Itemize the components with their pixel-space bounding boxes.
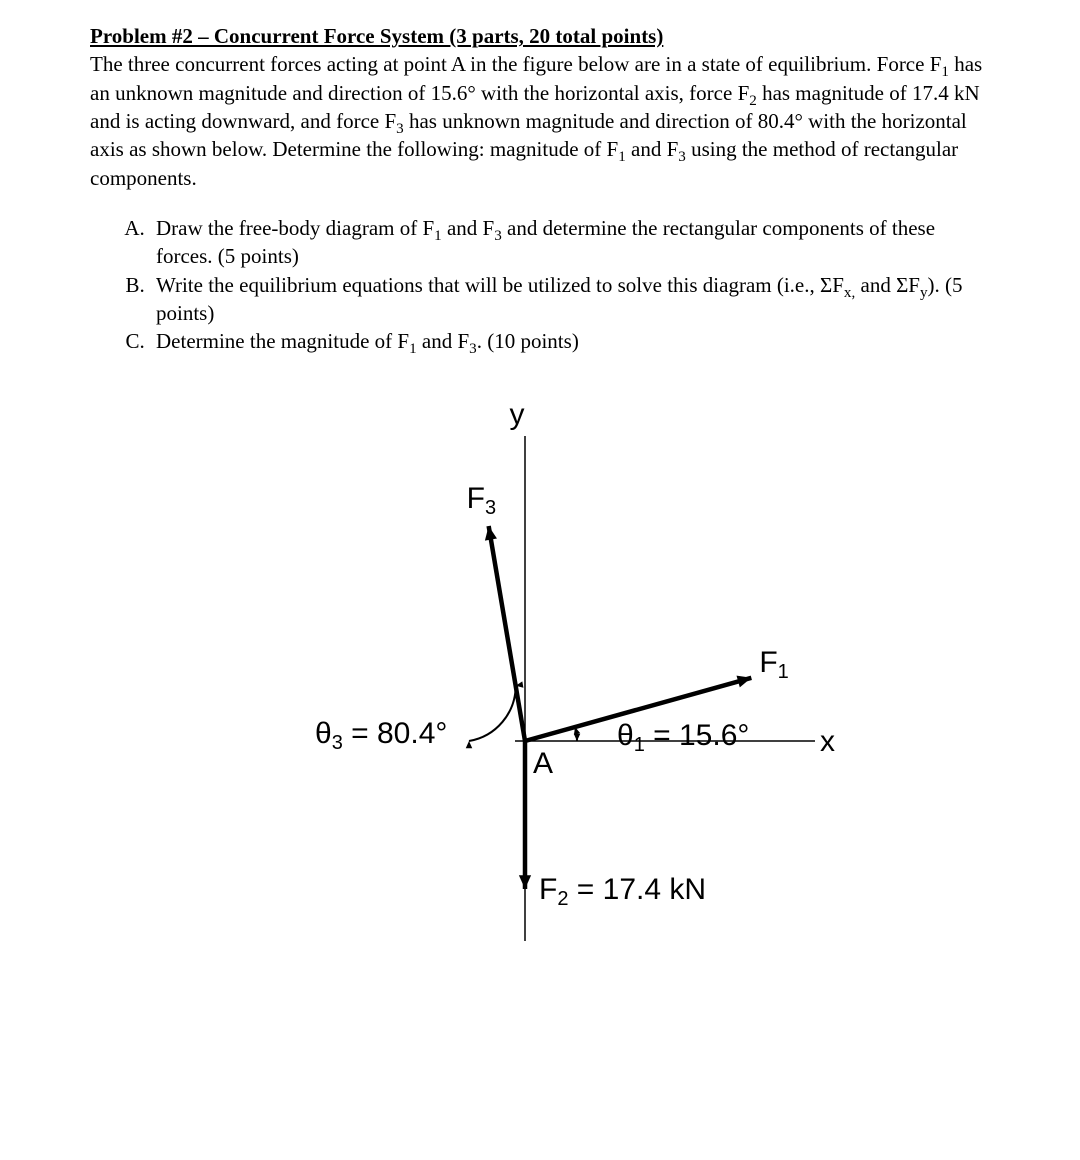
part-c-seg2: and F [417, 329, 470, 353]
sub-1b: 1 [618, 150, 626, 166]
sub-c1: 1 [409, 342, 417, 358]
part-b-seg1: Write the equilibrium equations that wil… [156, 273, 844, 297]
part-c-seg3: . (10 points) [477, 329, 579, 353]
sub-by: y [920, 285, 928, 301]
part-a: Draw the free-body diagram of F1 and F3 … [150, 214, 990, 271]
part-a-seg1: Draw the free-body diagram of F [156, 216, 434, 240]
desc-seg-5: and F [626, 137, 679, 161]
svg-text:F1: F1 [759, 646, 788, 683]
part-b-seg2: and ΣF [855, 273, 920, 297]
part-b: Write the equilibrium equations that wil… [150, 271, 990, 328]
part-c-seg1: Determine the magnitude of F [156, 329, 409, 353]
sub-1: 1 [941, 65, 949, 81]
svg-text:F3: F3 [467, 482, 496, 519]
svg-text:y: y [510, 398, 525, 431]
parts-list: Draw the free-body diagram of F1 and F3 … [90, 214, 990, 356]
sub-3b: 3 [678, 150, 686, 166]
part-c: Determine the magnitude of F1 and F3. (1… [150, 327, 990, 355]
svg-text:θ3 = 80.4°: θ3 = 80.4° [315, 717, 447, 754]
problem-title: Problem #2 – Concurrent Force System (3 … [90, 22, 990, 50]
desc-seg-1: The three concurrent forces acting at po… [90, 52, 941, 76]
sub-a3: 3 [494, 228, 502, 244]
svg-text:F2 = 17.4 kN: F2 = 17.4 kN [539, 873, 706, 910]
force-diagram: x y A F1 θ1 = 15.6° F3 θ3 = 80.4° F2 = 17.4 kN [180, 386, 900, 956]
sub-2: 2 [749, 93, 757, 109]
sub-bx: x, [844, 285, 855, 301]
sub-3: 3 [396, 121, 404, 137]
svg-text:θ1 = 15.6°: θ1 = 15.6° [617, 719, 749, 756]
sub-a1: 1 [434, 228, 442, 244]
svg-text:x: x [820, 725, 835, 758]
diagram-container: x y A F1 θ1 = 15.6° F3 θ3 = 80.4° F2 = 17.4 kN [90, 386, 990, 956]
svg-text:A: A [533, 747, 553, 780]
problem-description: The three concurrent forces acting at po… [90, 50, 990, 192]
sub-c3: 3 [469, 342, 477, 358]
part-a-seg2: and F [442, 216, 495, 240]
